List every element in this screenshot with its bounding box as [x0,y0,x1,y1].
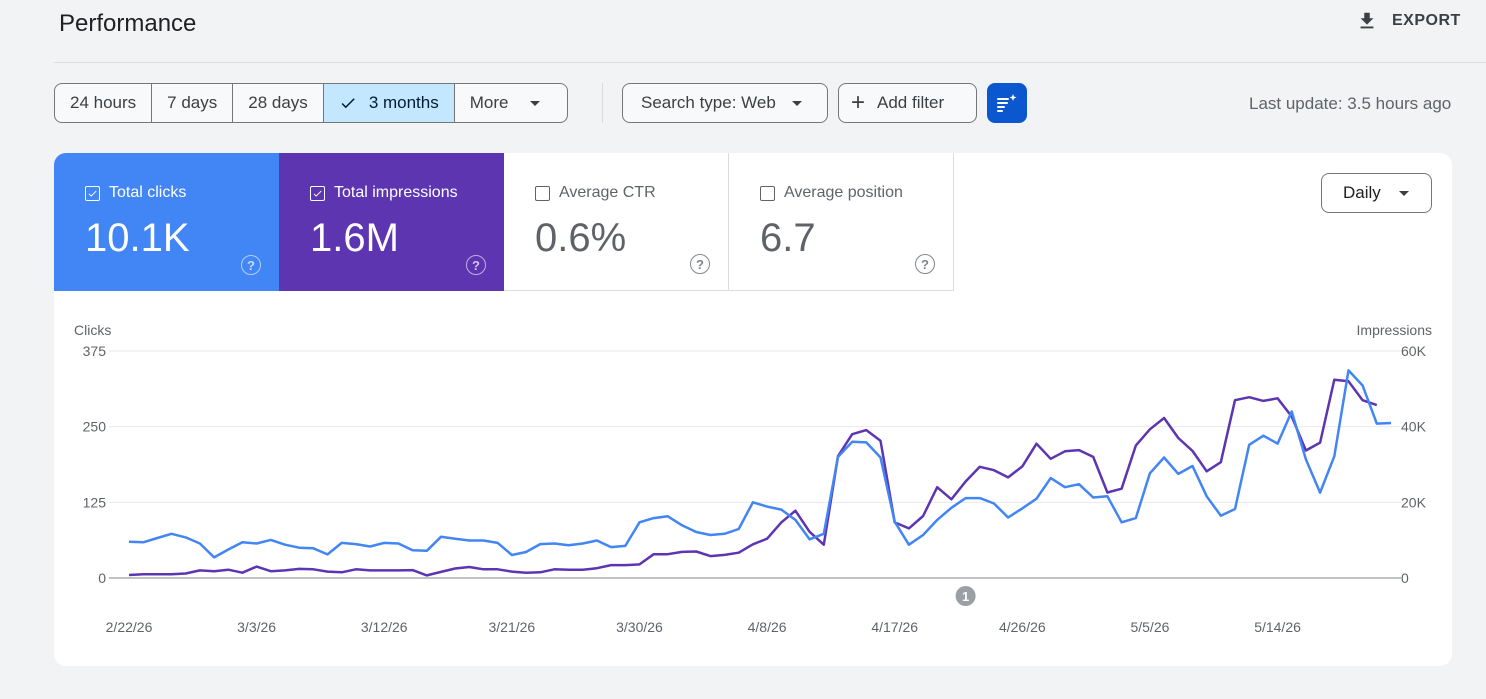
check-icon [341,98,355,109]
y-left-tick-label: 375 [83,343,107,359]
export-button[interactable]: EXPORT [1356,10,1461,32]
x-tick-label: 2/22/26 [106,619,153,635]
range-24-hours[interactable]: 24 hours [55,84,153,122]
granularity-label: Daily [1343,183,1381,202]
x-tick-label: 4/26/26 [999,619,1046,635]
metric-label: Average position [784,184,903,201]
checkbox-checked-icon[interactable] [85,185,100,201]
checkbox-checked-icon[interactable] [310,185,325,201]
help-icon[interactable]: ? [466,255,486,275]
range-3-months[interactable]: 3 months [323,84,455,122]
help-icon[interactable]: ? [915,254,935,274]
y-right-tick-label: 20K [1401,494,1427,510]
y-right-tick-label: 0 [1401,570,1409,586]
x-tick-label: 3/12/26 [361,619,408,635]
x-tick-label: 4/17/26 [871,619,918,635]
granularity-dropdown[interactable]: Daily [1321,173,1432,213]
metric-value: 6.7 [760,216,816,260]
add-filter-label: Add filter [877,93,945,112]
y-right-tick-label: 40K [1401,419,1427,435]
x-tick-label: 5/14/26 [1254,619,1301,635]
caret-down-icon [791,100,802,106]
caret-down-icon [530,100,541,106]
series-line-total-clicks [128,369,1392,559]
caret-down-icon [1398,190,1409,196]
y-left-tick-label: 125 [83,494,107,510]
y-left-tick-label: 0 [98,570,106,586]
performance-card: 375 60K 250 40K 125 20K 0 0 Clicks Impressions 2/2… [54,153,1452,666]
header-divider [54,62,1486,63]
help-icon[interactable]: ? [241,255,261,275]
metric-value: 0.6% [535,216,627,260]
y-left-axis-label: Clicks [74,322,111,338]
metric-total-clicks[interactable]: Total clicks 10.1K ? [54,153,279,291]
x-tick-label: 3/21/26 [488,619,535,635]
y-right-tick-label: 60K [1401,343,1427,359]
checkbox-unchecked-icon[interactable] [760,185,775,201]
download-icon [1360,12,1374,29]
toolbar-divider [602,83,603,123]
metric-total-impressions[interactable]: Total impressions 1.6M ? [279,153,504,291]
range-more-dropdown[interactable]: More [455,84,568,122]
y-right-axis-label: Impressions [1357,322,1432,338]
performance-chart: 375 60K 250 40K 125 20K 0 0 Clicks Impressions 2/2… [74,322,1432,635]
page-title: Performance [59,10,197,37]
metric-label: Average CTR [559,184,656,201]
range-7-days[interactable]: 7 days [152,84,234,122]
checkbox-unchecked-icon[interactable] [535,185,550,201]
metric-label: Total clicks [109,184,187,201]
date-range-selector: 24 hours 7 days 28 days 3 months More [54,83,569,123]
x-tick-label: 5/5/26 [1130,619,1169,635]
annotation-label: 1 [962,589,969,604]
annotation-marker [955,586,976,606]
metric-value: 1.6M [310,216,399,260]
x-tick-label: 3/30/26 [616,619,663,635]
range-28-days[interactable]: 28 days [233,84,324,122]
add-filter-button[interactable]: + Add filter [838,83,977,123]
export-label: EXPORT [1392,12,1461,29]
x-tick-label: 3/3/26 [237,619,276,635]
metric-label: Total impressions [334,184,458,201]
metric-value: 10.1K [85,216,190,260]
metric-average-ctr[interactable]: Average CTR 0.6% ? [504,153,729,291]
search-type-label: Search type: Web [641,93,776,112]
search-type-dropdown[interactable]: Search type: Web [622,83,828,123]
series-line-total-impressions [128,378,1378,577]
filter-sparkle-icon [997,94,1017,112]
plus-icon: + [851,89,866,116]
x-tick-label: 4/8/26 [748,619,787,635]
smart-filter-button[interactable] [987,83,1027,123]
y-left-tick-label: 250 [83,419,107,435]
metric-average-position[interactable]: Average position 6.7 ? [729,153,954,291]
help-icon[interactable]: ? [690,254,710,274]
last-update-text: Last update: 3.5 hours ago [1249,94,1452,113]
